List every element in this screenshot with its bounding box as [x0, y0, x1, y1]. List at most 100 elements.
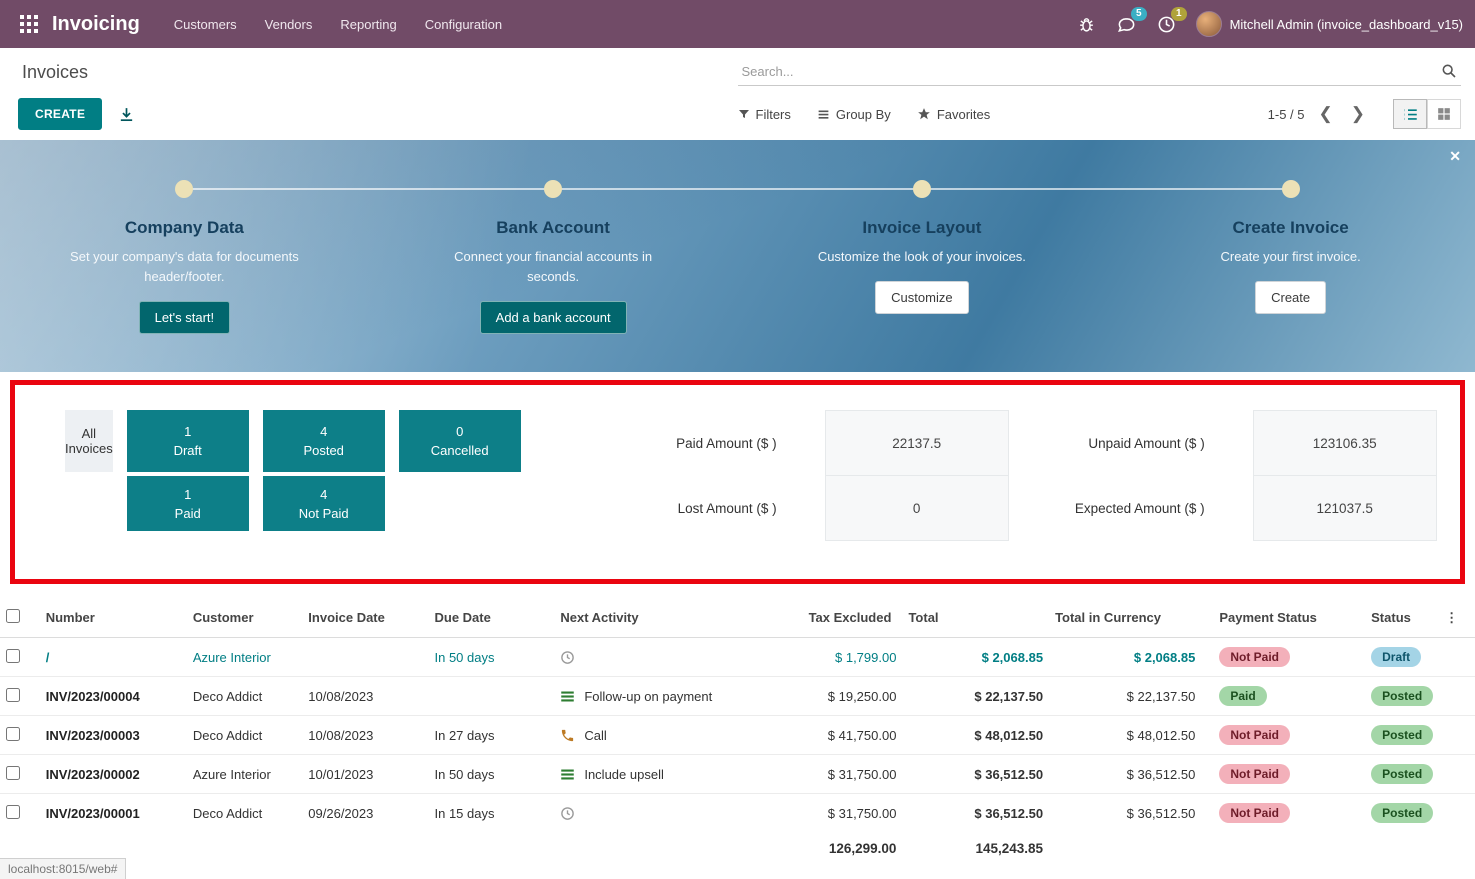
- cell-customer[interactable]: Azure Interior: [192, 649, 271, 665]
- user-name: Mitchell Admin (invoice_dashboard_v15): [1229, 16, 1463, 32]
- lost-amount-label: Lost Amount ($ ): [677, 500, 777, 516]
- header-next-activity[interactable]: Next Activity: [554, 598, 803, 638]
- kanban-view-icon[interactable]: [1427, 99, 1461, 129]
- step-dot[interactable]: [912, 180, 931, 198]
- header-invoice-date[interactable]: Invoice Date: [302, 598, 429, 638]
- cell-number[interactable]: INV/2023/00001: [39, 793, 187, 832]
- cell-tax-excluded: $ 41,750.00: [802, 715, 903, 755]
- menu-configuration[interactable]: Configuration: [424, 16, 503, 32]
- header-number[interactable]: Number: [39, 598, 187, 638]
- add-bank-account-button[interactable]: Add a bank account: [479, 301, 627, 335]
- cell-total-in-currency: $ 22,137.50: [1049, 676, 1202, 716]
- header-payment-status[interactable]: Payment Status: [1201, 598, 1332, 638]
- banner-close-icon[interactable]: ✕: [1449, 148, 1461, 164]
- all-invoices-button[interactable]: All Invoices: [65, 410, 113, 472]
- cell-customer[interactable]: Deco Addict: [186, 676, 303, 716]
- total-tax-excluded: 126,299.00: [828, 841, 897, 856]
- main-menu: Customers Vendors Reporting Configuratio…: [160, 0, 516, 48]
- draft-filter-button[interactable]: 1 Draft: [126, 410, 249, 472]
- debug-bug-icon[interactable]: [1076, 13, 1098, 35]
- cell-number[interactable]: /: [45, 649, 50, 665]
- search-icon[interactable]: [1441, 63, 1457, 79]
- header-total-in-currency[interactable]: Total in Currency: [1049, 598, 1202, 638]
- cell-number[interactable]: INV/2023/00003: [39, 715, 187, 755]
- cell-customer[interactable]: Deco Addict: [186, 715, 303, 755]
- cell-number[interactable]: INV/2023/00004: [39, 676, 187, 716]
- cell-due-date: In 50 days: [428, 754, 555, 794]
- cell-activity: Call: [584, 727, 607, 743]
- activities-clock-icon[interactable]: 1: [1156, 7, 1187, 35]
- row-checkbox[interactable]: [6, 687, 20, 702]
- row-checkbox[interactable]: [6, 765, 20, 780]
- cancelled-filter-button[interactable]: 0 Cancelled: [398, 410, 521, 472]
- user-menu[interactable]: Mitchell Admin (invoice_dashboard_v15): [1195, 11, 1463, 37]
- cell-customer[interactable]: Deco Addict: [186, 793, 303, 832]
- payment-status-badge: Not Paid: [1219, 647, 1290, 667]
- customize-button[interactable]: Customize: [875, 281, 969, 315]
- table-totals-row: 126,299.00 145,243.85: [0, 832, 1475, 865]
- cell-total-in-currency: $ 36,512.50: [1049, 754, 1202, 794]
- menu-vendors[interactable]: Vendors: [264, 16, 313, 32]
- search-bar: [737, 58, 1461, 86]
- step-title: Bank Account: [496, 218, 610, 237]
- export-download-icon[interactable]: [118, 106, 135, 123]
- cell-total-in-currency: $ 36,512.50: [1049, 793, 1202, 832]
- activity-list-icon[interactable]: [560, 689, 575, 704]
- create-invoice-button[interactable]: Create: [1255, 281, 1327, 315]
- table-row[interactable]: / Azure Interior In 50 days $ 1,799.00 $…: [0, 638, 1475, 677]
- lets-start-button[interactable]: Let's start!: [138, 301, 231, 335]
- menu-reporting[interactable]: Reporting: [340, 16, 397, 32]
- row-checkbox[interactable]: [6, 648, 20, 663]
- activity-list-icon[interactable]: [560, 767, 575, 782]
- cell-due-date: In 15 days: [428, 793, 555, 832]
- header-total[interactable]: Total: [902, 598, 1050, 638]
- cell-due-date: [428, 676, 555, 716]
- pager-counter: 1-5 / 5: [1267, 106, 1305, 122]
- messages-icon[interactable]: 5: [1116, 7, 1147, 35]
- cell-due-date: In 50 days: [434, 649, 495, 665]
- cell-number[interactable]: INV/2023/00002: [39, 754, 187, 794]
- search-input[interactable]: [737, 58, 1461, 85]
- cell-total-in-currency: $ 48,012.50: [1049, 715, 1202, 755]
- cell-tax-excluded: $ 1,799.00: [835, 649, 897, 665]
- pager-next-icon[interactable]: ❯: [1347, 104, 1369, 124]
- group-by-button[interactable]: Group By: [817, 107, 891, 122]
- messages-badge: 5: [1131, 7, 1147, 21]
- step-dot[interactable]: [175, 180, 194, 198]
- list-view-icon[interactable]: [1393, 99, 1427, 129]
- expected-amount-value: 121037.5: [1252, 475, 1437, 541]
- step-dot[interactable]: [544, 180, 563, 198]
- table-row[interactable]: INV/2023/00003 Deco Addict 10/08/2023 In…: [0, 715, 1475, 755]
- status-badge: Draft: [1371, 647, 1422, 667]
- menu-customers[interactable]: Customers: [173, 16, 237, 32]
- filters-button[interactable]: Filters: [738, 107, 791, 122]
- paid-filter-button[interactable]: 1 Paid: [126, 476, 249, 531]
- cell-invoice-date: [302, 638, 428, 677]
- activity-clock-icon[interactable]: [560, 806, 575, 821]
- header-customer[interactable]: Customer: [186, 598, 303, 638]
- header-due-date[interactable]: Due Date: [428, 598, 555, 638]
- step-description: Customize the look of your invoices.: [817, 249, 1026, 264]
- app-title[interactable]: Invoicing: [52, 12, 140, 35]
- table-row[interactable]: INV/2023/00004 Deco Addict 10/08/2023 Fo…: [0, 676, 1475, 716]
- favorites-button[interactable]: Favorites: [917, 107, 990, 122]
- row-checkbox[interactable]: [6, 726, 20, 741]
- header-tax-excluded[interactable]: Tax Excluded: [802, 598, 903, 638]
- select-all-checkbox[interactable]: [6, 609, 20, 623]
- create-button[interactable]: CREATE: [18, 98, 103, 130]
- onboarding-step-create-invoice: Create Invoice Create your first invoice…: [1106, 140, 1475, 334]
- posted-filter-button[interactable]: 4 Posted: [262, 410, 385, 472]
- step-dot[interactable]: [1281, 180, 1300, 198]
- table-row[interactable]: INV/2023/00001 Deco Addict 09/26/2023 In…: [0, 793, 1475, 832]
- header-status[interactable]: Status: [1331, 598, 1440, 638]
- row-checkbox[interactable]: [6, 804, 20, 819]
- table-row[interactable]: INV/2023/00002 Azure Interior 10/01/2023…: [0, 754, 1475, 794]
- activity-phone-icon[interactable]: [560, 728, 575, 743]
- toggle-columns-icon[interactable]: ⋮: [1439, 598, 1475, 638]
- pager-previous-icon[interactable]: ❮: [1315, 104, 1337, 124]
- apps-menu-icon[interactable]: [12, 7, 46, 41]
- activity-clock-icon[interactable]: [560, 650, 575, 665]
- cell-customer[interactable]: Azure Interior: [186, 754, 303, 794]
- expected-amount-label: Expected Amount ($ ): [1074, 500, 1205, 516]
- not-paid-filter-button[interactable]: 4 Not Paid: [262, 476, 385, 531]
